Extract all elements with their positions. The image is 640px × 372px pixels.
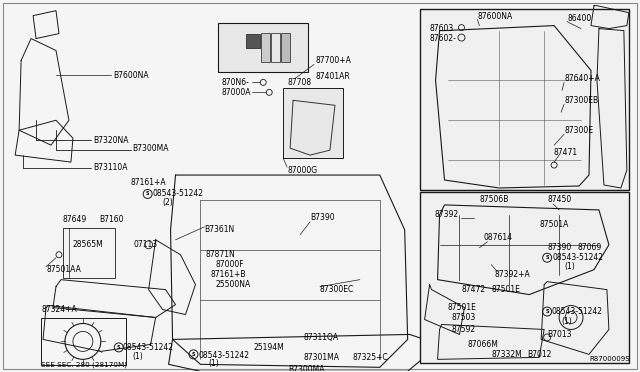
Text: 87640+A: 87640+A bbox=[564, 74, 600, 83]
Text: 25194M: 25194M bbox=[253, 343, 284, 352]
Text: 87311QA: 87311QA bbox=[303, 333, 338, 342]
Text: S: S bbox=[146, 192, 149, 196]
Text: 25500NA: 25500NA bbox=[216, 280, 251, 289]
Bar bbox=[41, 318, 125, 365]
Bar bbox=[420, 9, 629, 190]
Text: 87300EB: 87300EB bbox=[564, 96, 598, 105]
Text: 87649: 87649 bbox=[63, 215, 87, 224]
Text: (1): (1) bbox=[209, 359, 219, 368]
Text: 87161+B: 87161+B bbox=[211, 270, 246, 279]
Text: S: S bbox=[192, 352, 195, 357]
Bar bbox=[271, 33, 280, 62]
Text: (1): (1) bbox=[132, 352, 143, 361]
Text: 87871N: 87871N bbox=[205, 250, 235, 259]
Text: 87000A: 87000A bbox=[221, 88, 251, 97]
Text: 87600NA: 87600NA bbox=[477, 12, 513, 21]
Text: B7160: B7160 bbox=[99, 215, 124, 224]
Text: 87161+A: 87161+A bbox=[131, 177, 166, 186]
Text: 87501E: 87501E bbox=[447, 303, 476, 312]
Text: 087614: 087614 bbox=[483, 233, 513, 242]
Text: 07113: 07113 bbox=[134, 240, 158, 249]
Text: (2): (2) bbox=[163, 198, 173, 208]
Text: 87503: 87503 bbox=[451, 313, 476, 322]
Text: 87392: 87392 bbox=[435, 211, 459, 219]
Text: 87300E: 87300E bbox=[564, 126, 593, 135]
Text: B7012: B7012 bbox=[527, 350, 552, 359]
Bar bbox=[218, 23, 308, 73]
Text: 870N6-: 870N6- bbox=[221, 78, 249, 87]
Bar bbox=[246, 33, 260, 48]
Text: 87392+A: 87392+A bbox=[494, 270, 530, 279]
Text: B7013: B7013 bbox=[547, 330, 572, 339]
Text: S: S bbox=[117, 345, 120, 350]
Text: 08543-51242: 08543-51242 bbox=[152, 189, 204, 199]
Text: 87401AR: 87401AR bbox=[315, 72, 350, 81]
Text: 87506B: 87506B bbox=[479, 195, 509, 205]
Text: 08543-51242: 08543-51242 bbox=[552, 253, 603, 262]
Text: B7361N: B7361N bbox=[204, 225, 235, 234]
Text: R8700009S: R8700009S bbox=[589, 356, 630, 362]
Text: 87066M: 87066M bbox=[467, 340, 499, 349]
Text: 87602-: 87602- bbox=[429, 34, 456, 43]
Text: 87708: 87708 bbox=[287, 78, 311, 87]
Text: 87471: 87471 bbox=[553, 148, 577, 157]
Text: 87700+A: 87700+A bbox=[315, 56, 351, 65]
Text: 87501A: 87501A bbox=[539, 220, 568, 230]
Text: 08543-51242: 08543-51242 bbox=[551, 307, 602, 316]
Bar bbox=[63, 228, 115, 278]
Text: 87324+A: 87324+A bbox=[41, 305, 77, 314]
Text: 87300EC: 87300EC bbox=[320, 285, 355, 294]
Text: 08543-51242: 08543-51242 bbox=[123, 343, 173, 352]
Text: (1): (1) bbox=[564, 262, 575, 271]
Text: 87000F: 87000F bbox=[216, 260, 244, 269]
Bar bbox=[283, 89, 343, 158]
Text: 86400: 86400 bbox=[567, 14, 591, 23]
Text: 87472: 87472 bbox=[461, 285, 486, 294]
Bar bbox=[261, 33, 270, 62]
Text: 08543-51242: 08543-51242 bbox=[198, 351, 250, 360]
Text: B73110A: B73110A bbox=[93, 163, 127, 171]
Text: B7600NA: B7600NA bbox=[113, 71, 148, 80]
Text: 87592: 87592 bbox=[451, 325, 476, 334]
Text: 87301MA: 87301MA bbox=[303, 353, 339, 362]
Text: 87603: 87603 bbox=[429, 24, 454, 33]
Text: 87501AA: 87501AA bbox=[46, 265, 81, 274]
Text: 87450: 87450 bbox=[547, 195, 572, 205]
Ellipse shape bbox=[223, 30, 252, 65]
Text: B7300MA: B7300MA bbox=[132, 144, 169, 153]
Text: 87325+C: 87325+C bbox=[353, 353, 388, 362]
Text: S: S bbox=[545, 255, 549, 260]
Text: 87000G: 87000G bbox=[287, 166, 317, 174]
Text: B7320NA: B7320NA bbox=[93, 136, 129, 145]
Text: (1): (1) bbox=[561, 317, 572, 326]
Bar bbox=[420, 192, 629, 363]
Text: 87390: 87390 bbox=[547, 243, 572, 252]
Text: 87069: 87069 bbox=[577, 243, 602, 252]
Text: B7300MA: B7300MA bbox=[288, 365, 324, 372]
Text: B7390: B7390 bbox=[310, 214, 335, 222]
Text: S: S bbox=[545, 309, 549, 314]
Text: 28565M: 28565M bbox=[73, 240, 104, 249]
Bar bbox=[281, 33, 290, 62]
Text: SEE SEC. 280 (28170M): SEE SEC. 280 (28170M) bbox=[41, 361, 127, 368]
Text: 87332M: 87332M bbox=[492, 350, 522, 359]
Text: 87501E: 87501E bbox=[492, 285, 520, 294]
